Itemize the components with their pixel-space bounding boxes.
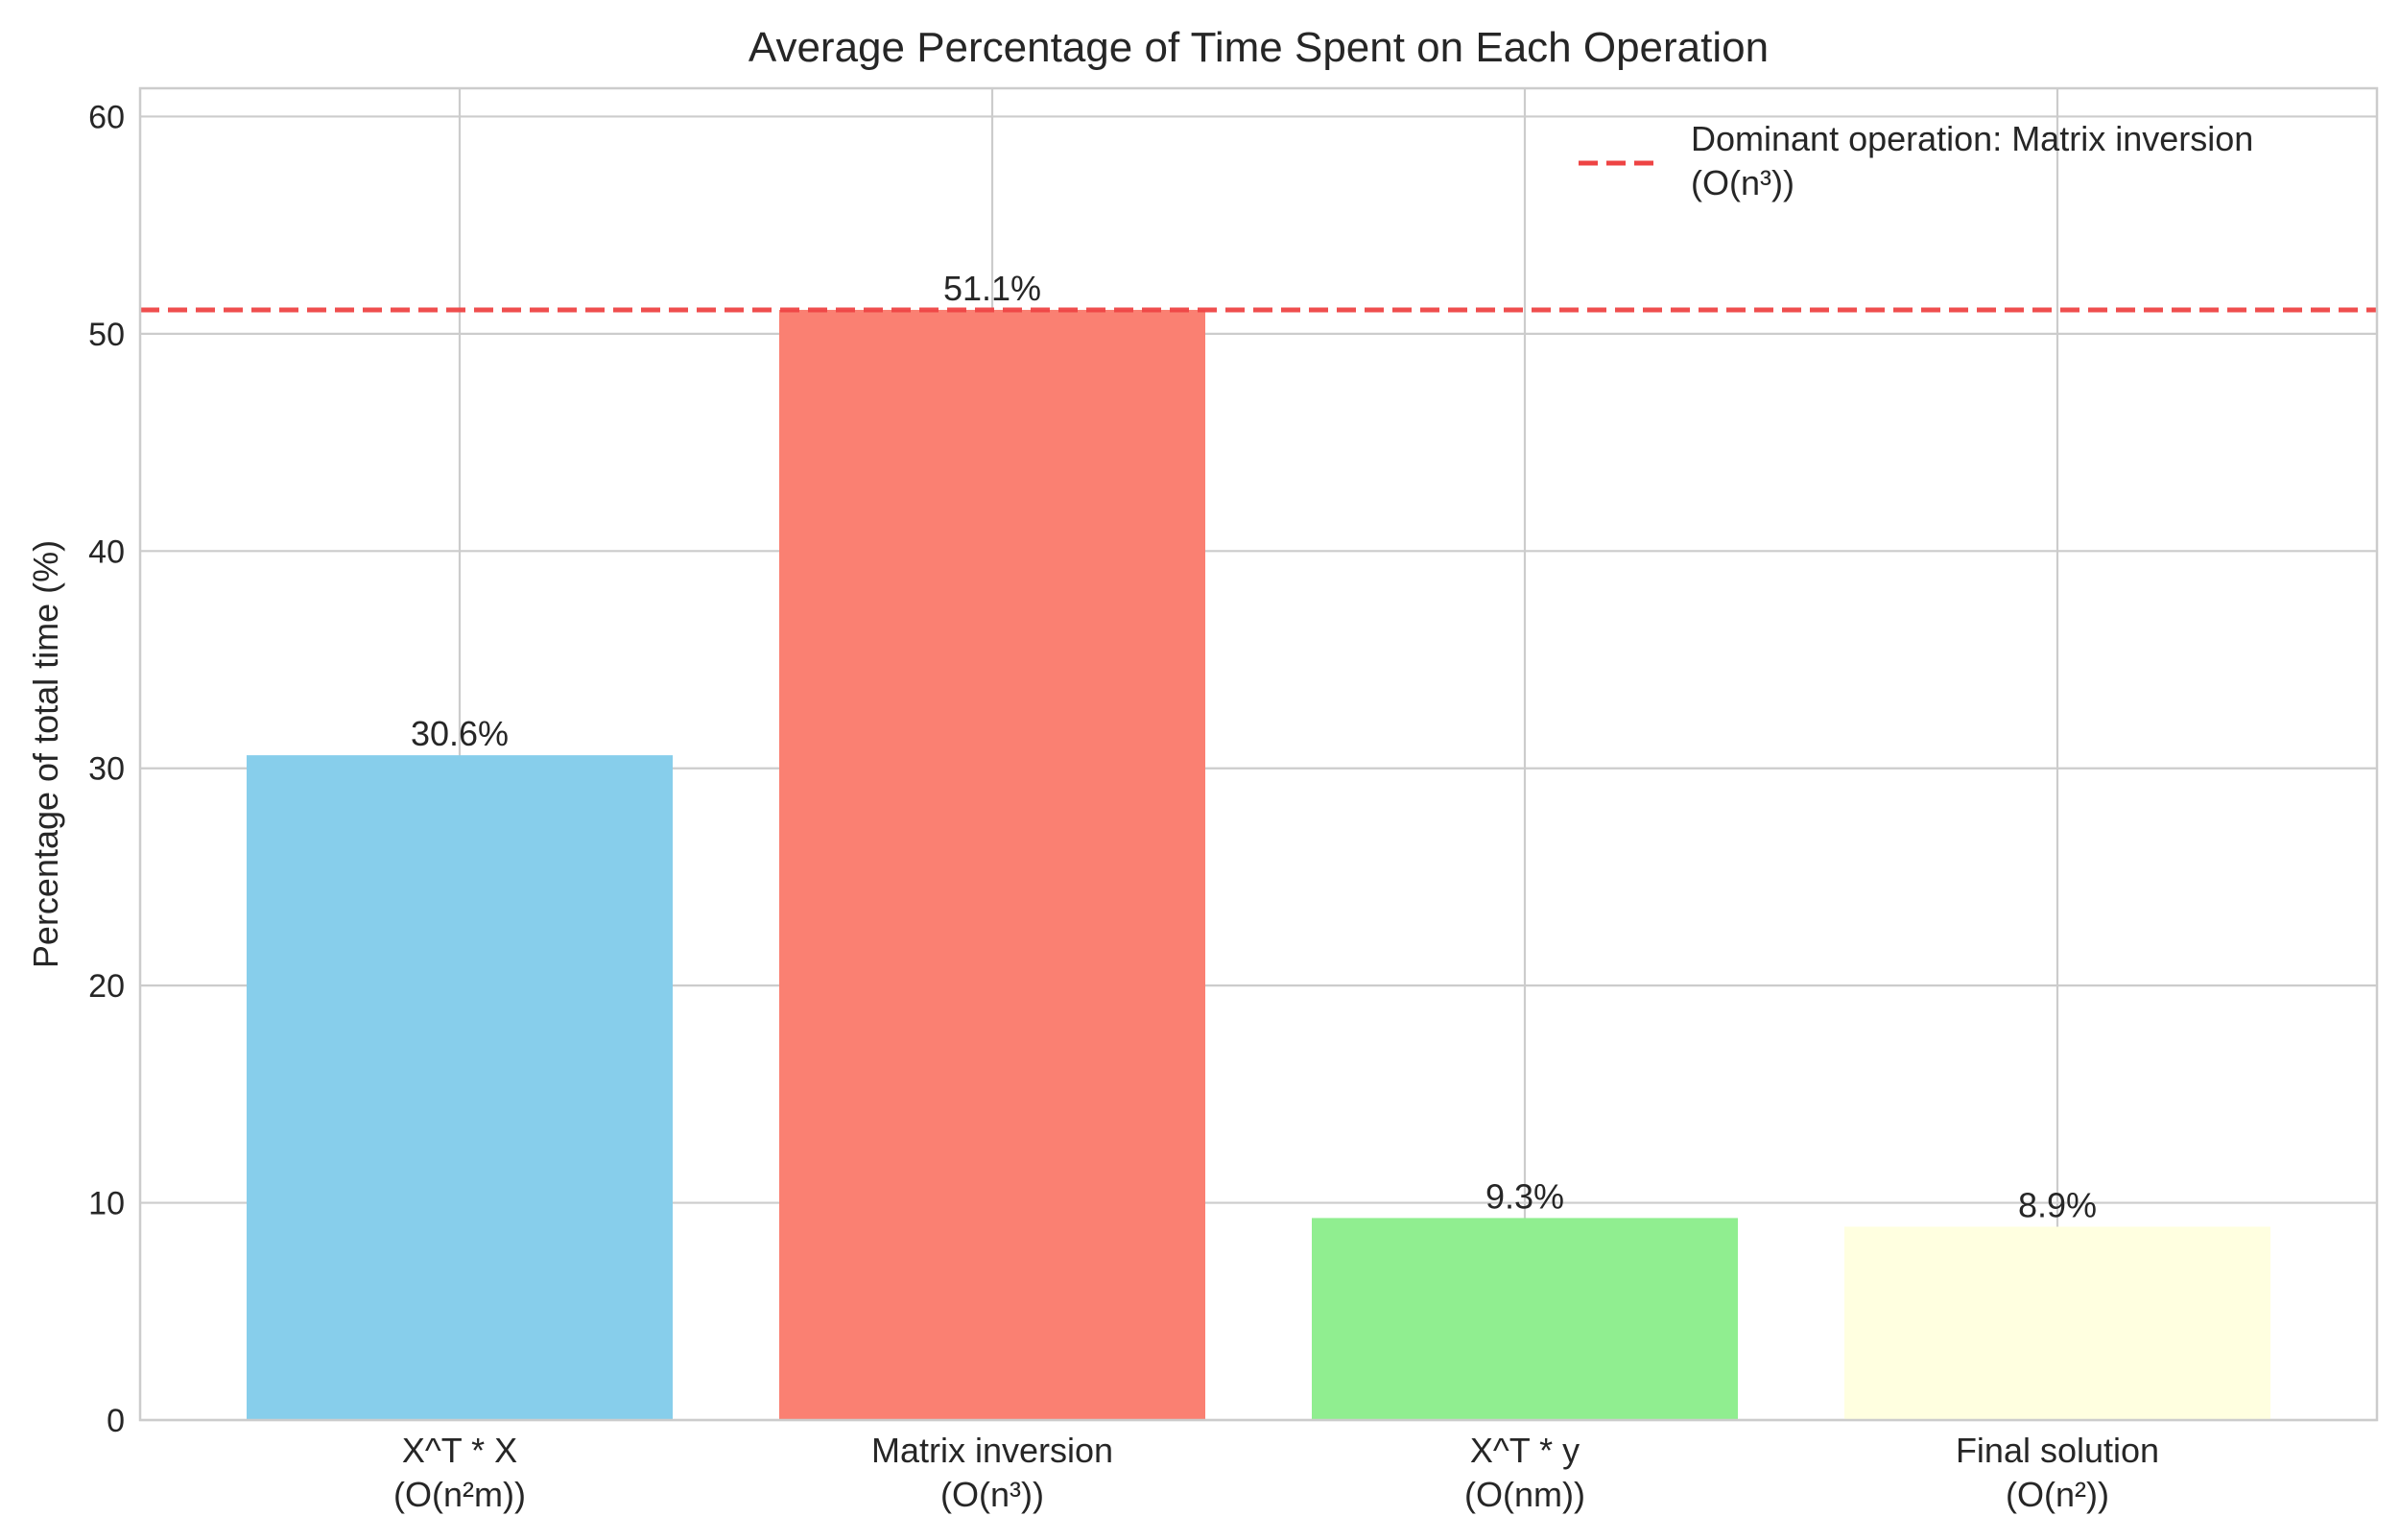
x-tick-label-0-line-1: (O(n²m)) xyxy=(393,1475,526,1514)
y-tick-label-1: 10 xyxy=(88,1186,125,1222)
x-tick-label-3-line-0: Final solution xyxy=(1956,1431,2159,1470)
x-tick-label-0-line-0: X^T * X xyxy=(402,1431,517,1470)
y-tick-label-4: 40 xyxy=(88,533,125,570)
data-label-2: 9.3% xyxy=(1485,1176,1564,1216)
y-tick-label-5: 50 xyxy=(88,317,125,353)
legend-text-line-1: (O(n³)) xyxy=(1691,163,1794,202)
chart-title: Average Percentage of Time Spent on Each… xyxy=(749,24,1769,71)
y-tick-label-3: 30 xyxy=(88,751,125,788)
plot-frame xyxy=(138,86,2379,1422)
y-tick-label-2: 20 xyxy=(88,968,125,1005)
bar-1 xyxy=(779,309,1205,1421)
x-tick-label-3-line-1: (O(n²)) xyxy=(2006,1475,2109,1514)
bar-2 xyxy=(1312,1218,1738,1420)
x-axis-ticks: X^T * X (O(n²m)) Matrix inversion (O(n³)) X^… xyxy=(393,1431,2159,1514)
y-tick-label-6: 60 xyxy=(88,99,125,135)
data-label-3: 8.9% xyxy=(2018,1185,2097,1224)
bar-0 xyxy=(247,755,673,1420)
bar-3 xyxy=(1844,1226,2270,1420)
bars xyxy=(247,309,2270,1421)
x-tick-label-1-line-1: (O(n³)) xyxy=(940,1475,1044,1514)
x-tick-label-2-line-1: (O(nm)) xyxy=(1464,1475,1585,1514)
y-axis-ticks: 0 10 20 30 40 50 60 xyxy=(88,99,125,1439)
data-labels: 30.6% 51.1% 9.3% 8.9% xyxy=(411,269,2097,1225)
y-axis-label: Percentage of total time (%) xyxy=(26,540,65,968)
y-tick-label-0: 0 xyxy=(107,1403,125,1439)
data-label-0: 30.6% xyxy=(411,714,509,753)
legend: Dominant operation: Matrix inversion (O(n… xyxy=(1579,119,2253,202)
legend-text-line-0: Dominant operation: Matrix inversion xyxy=(1691,119,2253,158)
x-tick-label-1-line-0: Matrix inversion xyxy=(871,1431,1113,1470)
x-tick-label-2-line-0: X^T * y xyxy=(1470,1431,1580,1470)
data-label-1: 51.1% xyxy=(943,269,1041,308)
